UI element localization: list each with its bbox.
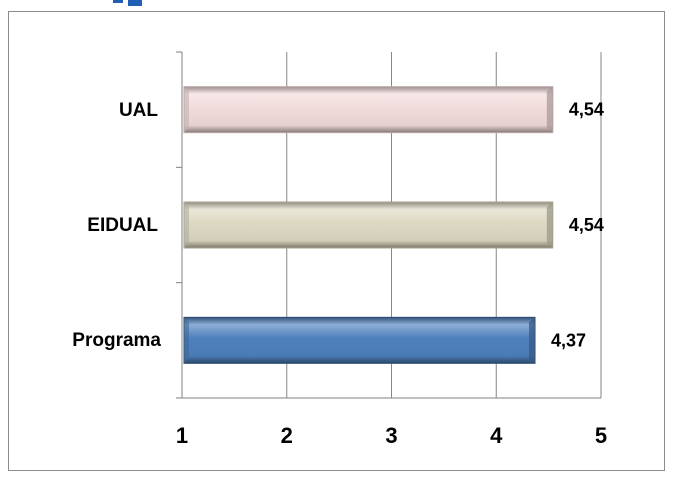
- bar-programa-start: [184, 317, 189, 364]
- category-label-ual: UAL: [119, 100, 158, 121]
- value-label-programa: 4,37: [551, 330, 586, 350]
- bar-ual: [183, 86, 554, 134]
- x-tick-label-2: 2: [281, 423, 293, 448]
- bar-programa-end: [529, 317, 536, 364]
- value-label-eidual: 4,54: [569, 215, 604, 235]
- category-label-eidual: EIDUAL: [87, 215, 158, 236]
- bar-eidual: [183, 201, 554, 249]
- x-tick-label-1: 1: [176, 423, 188, 448]
- bar-eidual-start: [184, 202, 189, 248]
- value-labels: 4,54 4,54 4,37: [551, 100, 604, 351]
- heading-glyph-b: [128, 0, 142, 6]
- heading-glyph-a: [113, 0, 123, 3]
- bars: [183, 86, 554, 364]
- category-labels: UAL EIDUAL Programa: [72, 100, 161, 351]
- x-tick-labels: 1 2 3 4 5: [176, 423, 607, 448]
- value-label-ual: 4,54: [569, 100, 604, 120]
- x-tick-label-4: 4: [490, 423, 503, 448]
- bar-ual-end: [546, 86, 553, 133]
- bar-eidual-end: [546, 202, 553, 248]
- x-tick-label-3: 3: [385, 423, 397, 448]
- axes: [176, 51, 601, 399]
- x-tick-label-5: 5: [595, 423, 607, 448]
- category-label-programa: Programa: [72, 330, 161, 351]
- heading-fragment: [113, 0, 142, 6]
- bar-programa: [183, 316, 536, 364]
- bar-ual-start: [184, 86, 189, 133]
